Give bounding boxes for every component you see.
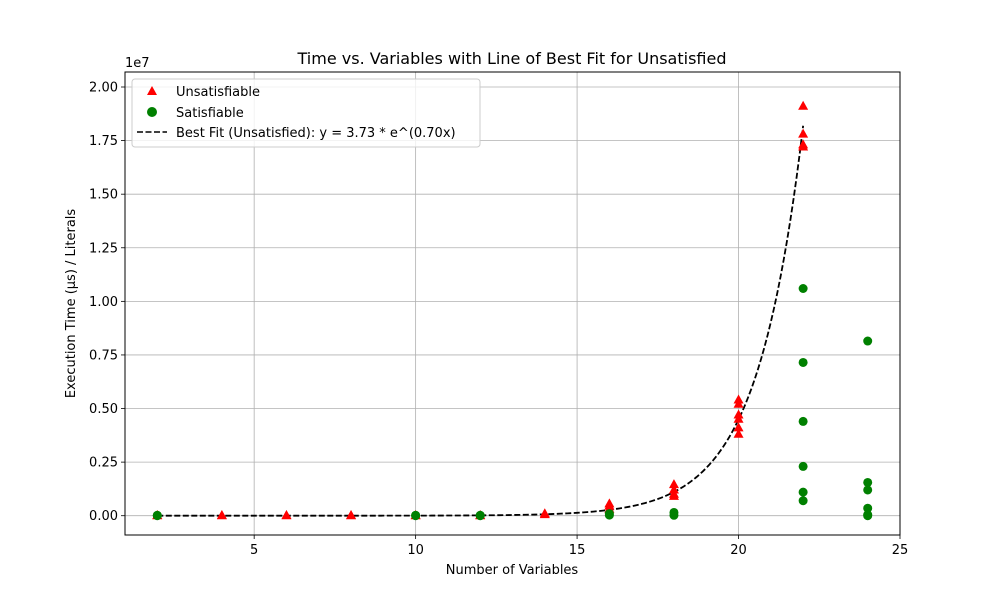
y-tick-label: 1.75 xyxy=(89,134,118,149)
legend-box xyxy=(131,78,481,148)
grid xyxy=(125,72,901,535)
x-axis-label: Number of Variables xyxy=(446,563,579,578)
unsatisfiable-point xyxy=(798,139,809,149)
x-tick-label: 25 xyxy=(892,543,909,558)
unsatisfiable-point xyxy=(346,509,357,519)
ticks: 5 10 15 20 25 0.00 0.25 0.50 0.75 1.00 1.25 1.50 1.7… xyxy=(89,81,908,558)
y-tick-label: 1.25 xyxy=(89,241,118,256)
legend: Unsatisfiable Satisfiable Best Fit (Unsa… xyxy=(131,78,481,148)
y-tick-label: 0.00 xyxy=(89,509,118,524)
satisfiable-point xyxy=(863,503,873,513)
points-layer xyxy=(152,100,873,521)
y-tick-label: 0.50 xyxy=(89,402,118,417)
satisfiable-point xyxy=(411,510,421,520)
satisfiable-point xyxy=(475,510,485,520)
satisfiable-point xyxy=(863,477,873,487)
unsatisfiable-point xyxy=(733,422,744,432)
y-multiplier-label: 1e7 xyxy=(125,56,150,71)
x-tick-label: 5 xyxy=(250,543,258,558)
plot-frame xyxy=(124,71,901,536)
y-tick-label: 1.50 xyxy=(89,188,118,203)
satisfiable-point xyxy=(798,496,808,506)
unsatisfiable-point xyxy=(798,128,809,138)
satisfiable-point xyxy=(798,461,808,471)
unsatisfiable-point xyxy=(281,509,292,519)
x-tick-label: 20 xyxy=(730,543,747,558)
y-tick-label: 2.00 xyxy=(89,81,118,96)
satisfiable-point xyxy=(798,283,808,293)
unsatisfiable-point xyxy=(798,100,809,110)
x-tick-label: 10 xyxy=(407,543,424,558)
satisfiable-point xyxy=(863,510,873,520)
legend-satisfiable-label: Satisfiable xyxy=(176,106,244,121)
satisfiable-point xyxy=(798,357,808,367)
satisfiable-point xyxy=(798,416,808,426)
y-tick-label: 1.00 xyxy=(89,295,118,310)
y-axis-label: Execution Time (µs) / Literals xyxy=(64,209,79,399)
unsatisfiable-point xyxy=(668,484,679,494)
legend-satisfiable-marker xyxy=(147,107,157,117)
unsatisfiable-point xyxy=(668,479,679,489)
best-fit-line xyxy=(157,125,805,517)
y-tick-label: 0.25 xyxy=(89,456,118,471)
unsatisfiable-point xyxy=(216,509,227,519)
satisfiable-point xyxy=(152,510,162,520)
unsatisfiable-point xyxy=(539,508,550,518)
satisfiable-point xyxy=(604,509,614,519)
x-tick-label: 15 xyxy=(569,543,586,558)
satisfiable-point xyxy=(669,507,679,517)
unsatisfiable-point xyxy=(604,498,615,508)
y-tick-label: 0.75 xyxy=(89,348,118,363)
unsatisfiable-point xyxy=(733,394,744,404)
best-fit-layer xyxy=(157,125,805,517)
satisfiable-point xyxy=(863,485,873,495)
satisfiable-point xyxy=(863,336,873,346)
chart-title: Time vs. Variables with Line of Best Fit… xyxy=(297,49,727,68)
unsatisfiable-point xyxy=(733,428,744,438)
legend-best-fit-label: Best Fit (Unsatisfied): y = 3.73 * e^(0.… xyxy=(176,126,456,141)
legend-unsatisfiable-marker xyxy=(147,86,157,95)
satisfiable-point xyxy=(798,487,808,497)
unsatisfiable-point xyxy=(733,409,744,419)
legend-unsatisfiable-label: Unsatisfiable xyxy=(176,85,260,100)
